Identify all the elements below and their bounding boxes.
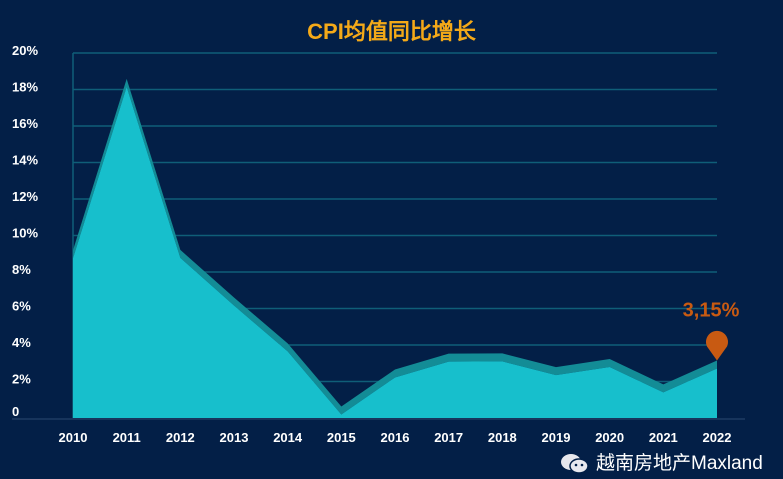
y-tick-label: 18%: [12, 80, 38, 95]
x-tick-label: 2021: [649, 430, 678, 445]
watermark: 越南房地产Maxland: [560, 452, 763, 475]
y-tick-label: 2%: [12, 372, 31, 387]
wechat-icon: [560, 453, 590, 475]
y-tick-label: 16%: [12, 116, 38, 131]
x-tick-label: 2012: [166, 430, 195, 445]
x-tick-label: 2016: [381, 430, 410, 445]
x-tick-label: 2018: [488, 430, 517, 445]
y-tick-label: 4%: [12, 335, 31, 350]
x-tick-label: 2013: [220, 430, 249, 445]
y-tick-label: 6%: [12, 299, 31, 314]
y-tick-label: 0: [12, 404, 19, 419]
x-tick-label: 2019: [542, 430, 571, 445]
area-front-face: [73, 86, 717, 418]
watermark-text: 越南房地产Maxland: [596, 453, 763, 474]
x-tick-label: 2014: [273, 430, 303, 445]
y-tick-label: 8%: [12, 262, 31, 277]
y-tick-label: 20%: [12, 43, 38, 58]
y-tick-label: 14%: [12, 153, 38, 168]
chart-title: CPI均值同比增长: [307, 19, 476, 44]
x-tick-label: 2015: [327, 430, 356, 445]
location-pin-marker: [706, 330, 728, 361]
x-tick-label: 2011: [113, 430, 141, 445]
y-tick-label: 10%: [12, 226, 38, 241]
annotation-label: 3,15%: [683, 300, 740, 322]
x-tick-label: 2020: [595, 430, 624, 445]
x-tick-label: 2010: [59, 430, 88, 445]
y-tick-label: 12%: [12, 189, 38, 204]
x-tick-label: 2022: [703, 430, 732, 445]
x-tick-label: 2017: [434, 430, 463, 445]
area-top-face: [73, 78, 717, 415]
